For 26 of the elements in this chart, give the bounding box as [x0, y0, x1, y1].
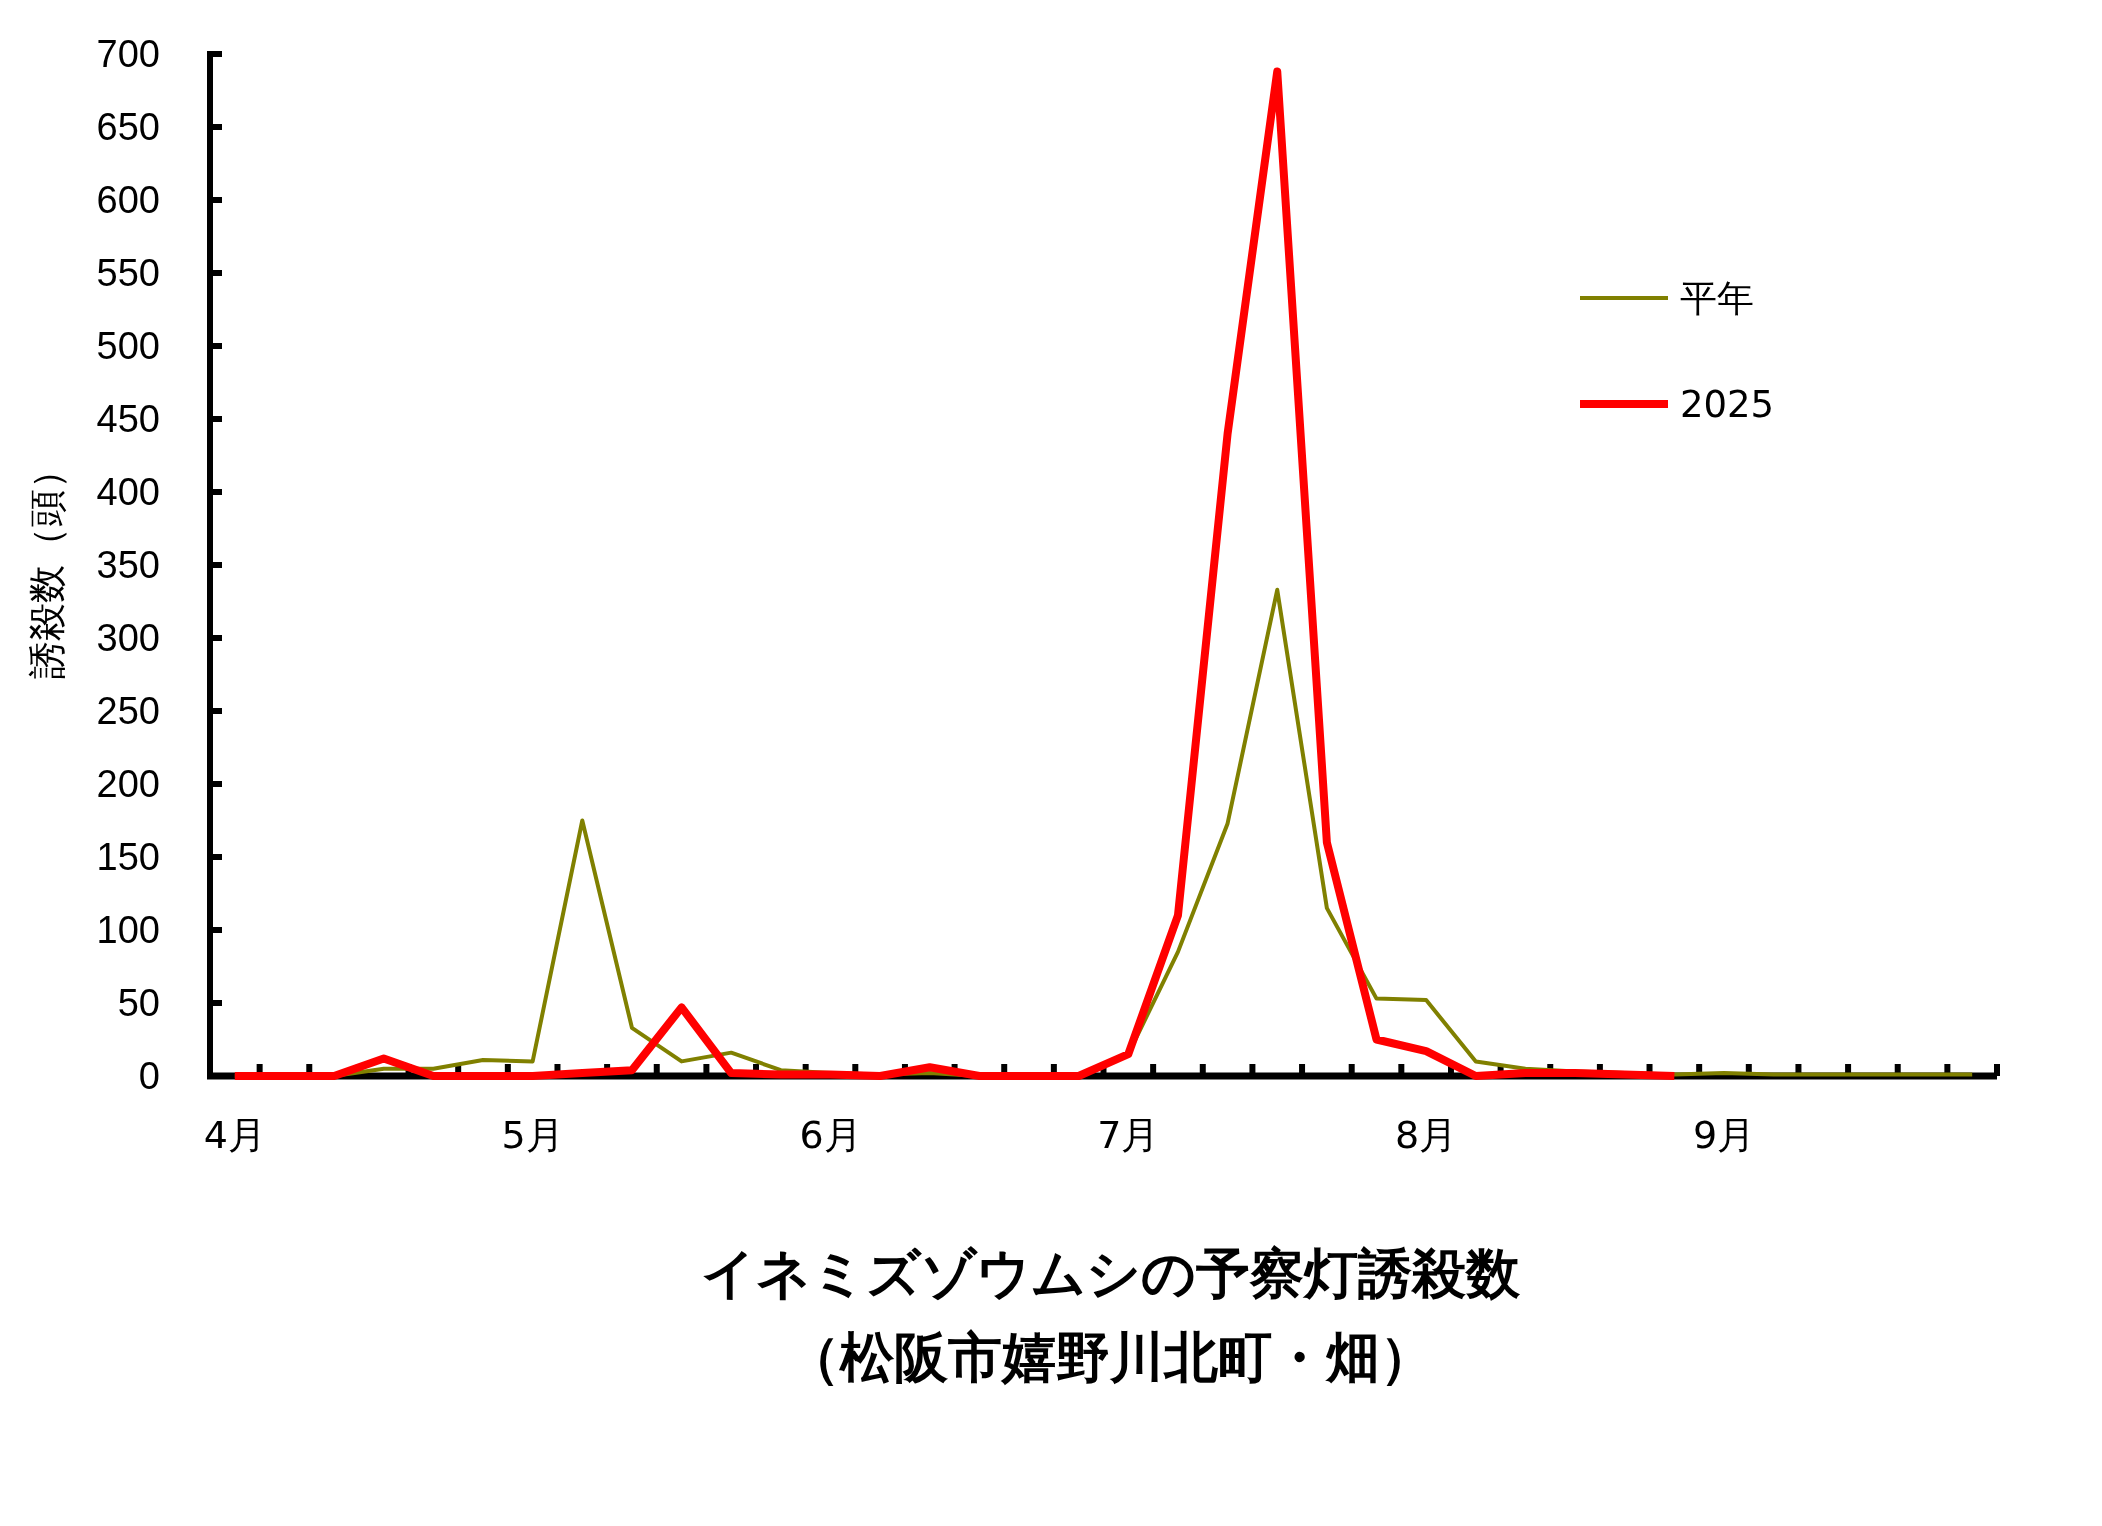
y-tick-label: 250: [96, 690, 160, 732]
y-tick-label: 0: [138, 1055, 160, 1097]
y-tick-label: 650: [96, 106, 160, 148]
y-tick-label: 500: [96, 325, 160, 367]
text: （松阪市嬉野川北町・畑）: [786, 1326, 1434, 1389]
y-axis-title: 誘殺数（頭）: [25, 451, 69, 679]
y-tick-label: 50: [117, 982, 160, 1024]
legend-label: 平年: [1680, 277, 1754, 320]
x-tick-label: 4月: [203, 1113, 266, 1157]
y-tick-label: 100: [96, 909, 160, 951]
x-tick-label: 6月: [799, 1113, 862, 1157]
y-tick-label: 600: [96, 179, 160, 221]
text: イネミズゾウムシの予察灯誘殺数: [700, 1242, 1521, 1305]
x-tick-label: 8月: [1395, 1113, 1458, 1157]
y-tick-label: 150: [96, 836, 160, 878]
y-tick-label: 450: [96, 398, 160, 440]
y-tick-label: 300: [96, 617, 160, 659]
y-tick-label: 700: [96, 33, 160, 75]
y-tick-label: 200: [96, 763, 160, 805]
x-tick-label: 5月: [501, 1113, 564, 1157]
x-tick-label: 7月: [1097, 1113, 1160, 1157]
legend-label: 2025: [1680, 383, 1775, 426]
y-tick-label: 350: [96, 544, 160, 586]
x-tick-label: 9月: [1692, 1113, 1756, 1157]
y-tick-label: 400: [96, 471, 160, 513]
y-tick-label: 550: [96, 252, 160, 294]
